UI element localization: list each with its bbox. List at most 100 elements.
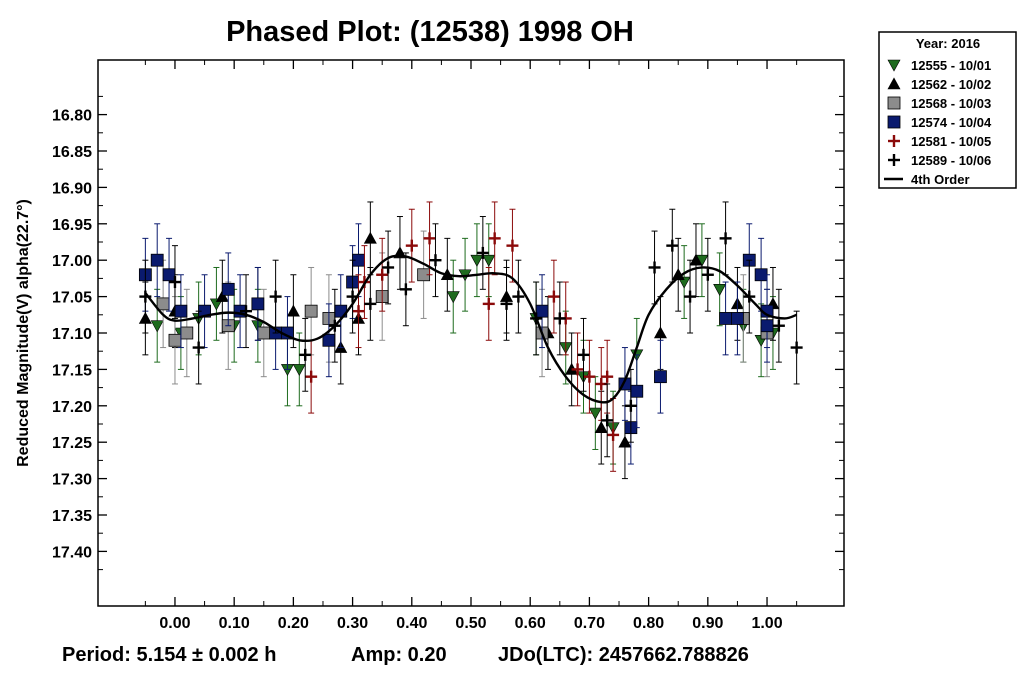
legend-entry: 12555 - 10/01 xyxy=(887,58,991,73)
data-point xyxy=(221,282,235,296)
data-point xyxy=(168,276,181,289)
legend-label: 12568 - 10/03 xyxy=(911,96,991,111)
data-point xyxy=(553,312,566,325)
data-point xyxy=(156,297,170,311)
data-point xyxy=(215,289,229,302)
data-point xyxy=(482,297,495,310)
data-point xyxy=(601,370,614,383)
x-tick-label: 0.20 xyxy=(278,615,309,632)
x-tick-label: 0.30 xyxy=(337,615,368,632)
y-axis: 16.80 16.85 16.90 16.95 17.00 17.05 17.10 17.15… xyxy=(52,95,844,571)
legend-entry: 12574 - 10/04 xyxy=(887,115,992,130)
data-point xyxy=(624,399,637,412)
data-point xyxy=(719,232,732,245)
data-point xyxy=(299,348,312,361)
amplitude-text: Amp: 0.20 xyxy=(351,644,447,666)
data-point xyxy=(653,326,667,339)
data-point xyxy=(701,268,714,281)
data-point xyxy=(476,246,489,259)
series-12581-10-05 xyxy=(305,201,620,472)
data-point xyxy=(429,254,442,267)
data-point xyxy=(760,319,774,333)
data-point xyxy=(423,232,436,245)
data-point xyxy=(364,297,377,310)
data-point xyxy=(269,290,282,303)
data-point xyxy=(168,333,182,347)
data-point xyxy=(257,326,271,340)
data-point xyxy=(571,363,584,376)
data-point xyxy=(547,290,560,303)
y-axis-label: Reduced Magnitude(V) alpha(22.7°) xyxy=(15,199,32,467)
y-tick-label: 17.35 xyxy=(52,508,92,525)
jdo-text: JDo(LTC): 2457662.788826 xyxy=(498,644,749,666)
x-tick-label: 0.50 xyxy=(455,615,486,632)
data-point xyxy=(684,290,697,303)
x-tick-label: 0.80 xyxy=(633,615,664,632)
legend-label: 12574 - 10/04 xyxy=(911,115,992,130)
y-tick-label: 17.25 xyxy=(52,435,92,452)
data-point xyxy=(376,268,389,281)
legend-entry: 12589 - 10/06 xyxy=(888,153,991,168)
legend-marker xyxy=(887,96,901,110)
fit-curve-line xyxy=(144,254,798,404)
data-point xyxy=(405,239,418,252)
data-point xyxy=(654,370,667,384)
data-point xyxy=(607,428,620,441)
legend-title: Year: 2016 xyxy=(916,36,980,51)
data-point xyxy=(772,319,785,332)
y-tick-label: 16.95 xyxy=(52,217,92,234)
x-tick-label: 1.00 xyxy=(751,615,782,632)
x-tick-label: 0.40 xyxy=(396,615,427,632)
data-point xyxy=(500,297,513,310)
y-tick-label: 17.20 xyxy=(52,399,92,416)
data-point xyxy=(446,291,460,304)
series-12589-10-06 xyxy=(139,201,803,458)
data-point xyxy=(594,421,608,433)
legend-entry: 12562 - 10/02 xyxy=(887,77,991,92)
data-point xyxy=(363,231,377,244)
legend-marker xyxy=(887,77,901,90)
data-point xyxy=(304,304,318,318)
data-points xyxy=(138,201,803,480)
x-tick-label: 0.00 xyxy=(159,615,190,632)
data-point xyxy=(482,254,496,267)
data-point xyxy=(162,268,176,282)
data-point xyxy=(150,320,164,333)
data-point xyxy=(174,304,188,318)
y-tick-label: 17.30 xyxy=(52,472,92,489)
data-point xyxy=(305,370,318,383)
data-point xyxy=(352,305,365,318)
y-tick-label: 16.80 xyxy=(52,108,92,125)
x-tick-label: 0.10 xyxy=(219,615,250,632)
legend-marker xyxy=(887,59,901,72)
data-point xyxy=(150,253,164,267)
legend-entry: 12581 - 10/05 xyxy=(888,134,991,149)
x-axis: 0.00 0.10 0.20 0.30 0.40 0.50 0.60 0.70 0.80 0.90… xyxy=(144,60,798,632)
legend-entry: 4th Order xyxy=(884,172,970,187)
data-point xyxy=(506,239,519,252)
data-point xyxy=(790,341,803,354)
data-point xyxy=(470,254,484,267)
plot-frame xyxy=(97,59,845,607)
legend-label: 12589 - 10/06 xyxy=(911,153,991,168)
data-point xyxy=(251,297,265,311)
y-tick-label: 17.40 xyxy=(52,544,92,561)
legend-label: 12555 - 10/01 xyxy=(911,58,991,73)
y-tick-label: 16.85 xyxy=(52,144,92,161)
legend: Year: 2016 12555 - 10/01 12562 - 10/02 125… xyxy=(878,31,1017,189)
data-point xyxy=(512,290,525,303)
data-point xyxy=(292,364,306,377)
data-point xyxy=(713,284,727,296)
data-point xyxy=(192,341,205,354)
legend-marker xyxy=(888,135,900,147)
legend-entry: 12568 - 10/03 xyxy=(887,96,991,111)
period-text: Period: 5.154 ± 0.002 h xyxy=(62,644,276,666)
legend-label: 4th Order xyxy=(911,172,970,187)
data-point xyxy=(648,261,661,274)
data-point xyxy=(719,312,732,325)
y-tick-label: 17.05 xyxy=(52,290,92,307)
series-12568-10-03 xyxy=(156,230,774,385)
y-tick-label: 17.15 xyxy=(52,362,92,379)
data-point xyxy=(286,304,300,317)
